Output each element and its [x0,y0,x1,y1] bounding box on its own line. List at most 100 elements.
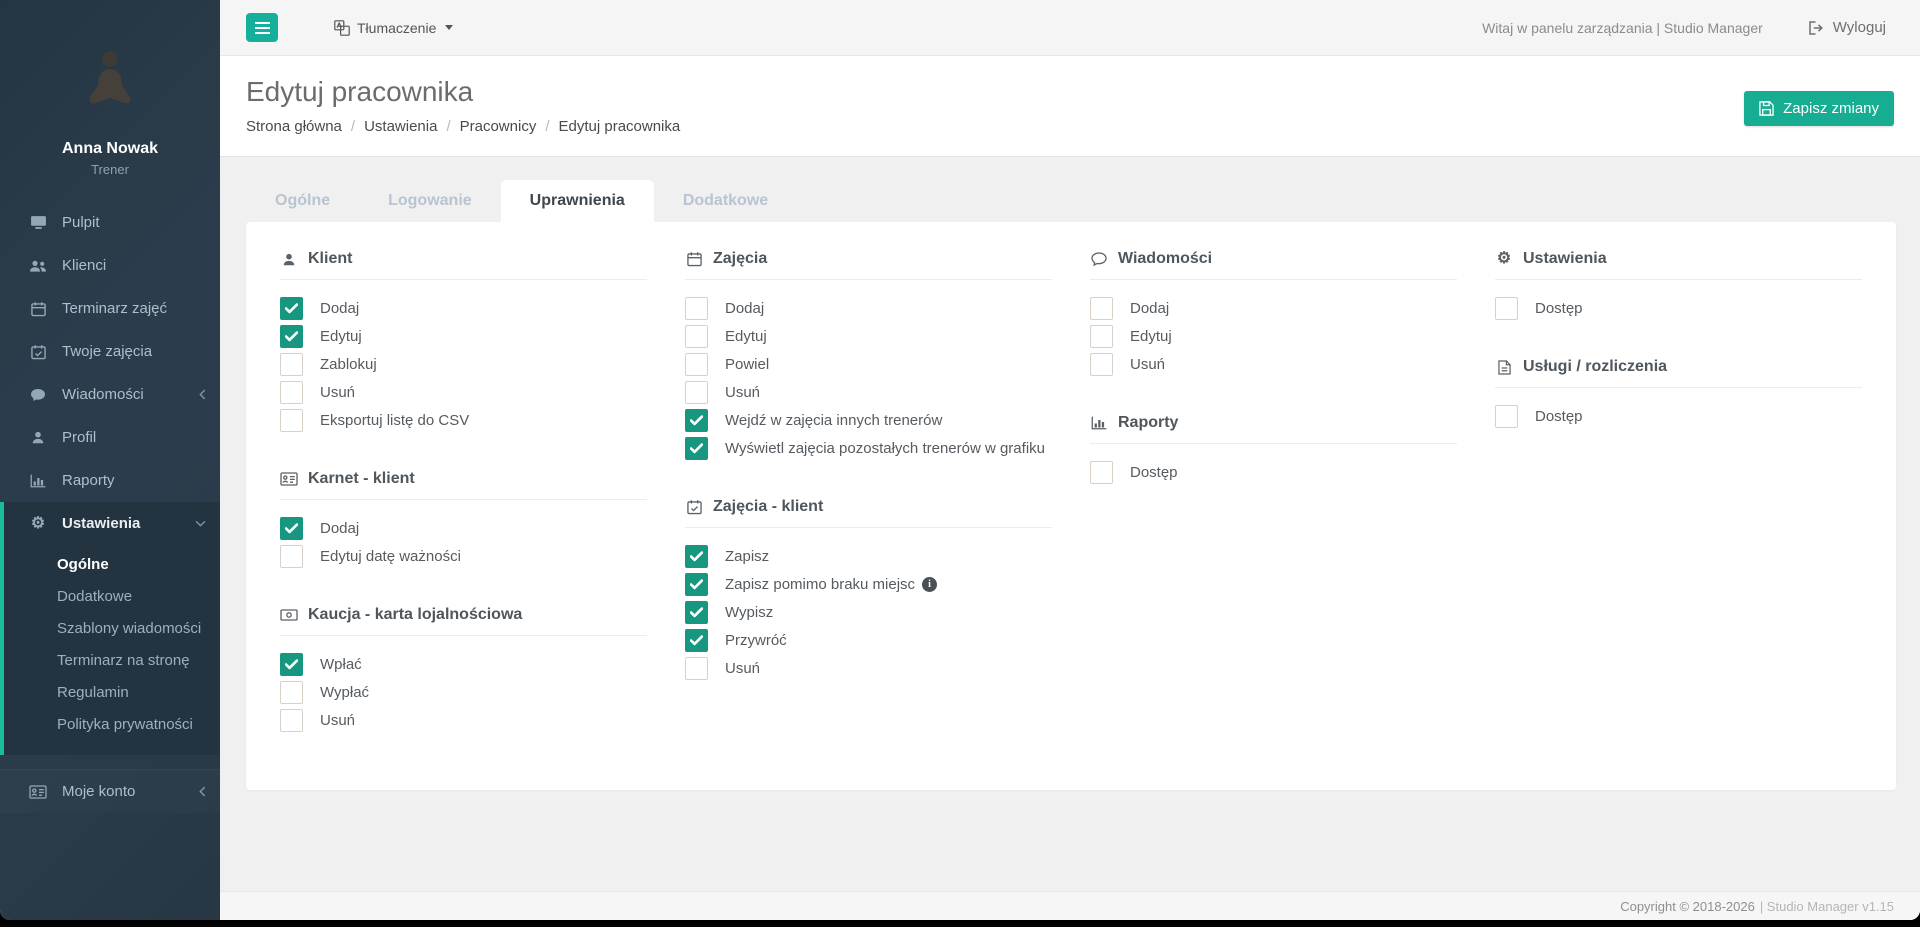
permission-row[interactable]: Edytuj [280,325,647,348]
checkbox[interactable] [1090,461,1113,484]
checkbox[interactable] [1090,325,1113,348]
permission-row[interactable]: Dodaj [280,297,647,320]
permission-row[interactable]: Zapisz pomimo braku miejsc [685,573,1052,596]
version-text: | Studio Manager v1.15 [1759,898,1894,914]
checkbox[interactable] [685,297,708,320]
permission-row[interactable]: Powiel [685,353,1052,376]
sidebar-item-klienci[interactable]: Klienci [0,244,220,287]
permission-row[interactable]: Wyświetl zajęcia pozostałych trenerów w … [685,437,1052,460]
sidebar-item-profil[interactable]: Profil [0,416,220,459]
submenu-item-terminarz-na-strone[interactable]: Terminarz na stronę [57,652,190,669]
permission-row[interactable]: Dodaj [685,297,1052,320]
permission-row[interactable]: Wypłać [280,681,647,704]
checkbox[interactable] [1090,297,1113,320]
permission-row[interactable]: Usuń [685,657,1052,680]
permission-row[interactable]: Usuń [685,381,1052,404]
permission-row[interactable]: Usuń [280,709,647,732]
desktop-icon [28,215,48,230]
checkbox[interactable] [685,545,708,568]
permission-row[interactable]: Usuń [1090,353,1457,376]
tab-uprawnienia[interactable]: Uprawnienia [500,180,654,222]
user-name: Anna Nowak [61,140,158,157]
logout-button[interactable]: Wyloguj [1809,19,1886,36]
checkbox[interactable] [685,629,708,652]
breadcrumb-item[interactable]: Strona główna [246,118,342,135]
sidebar-item-twoje-zajecia[interactable]: Twoje zajęcia [0,330,220,373]
section-title: Karnet - klient [308,470,415,487]
permission-row[interactable]: Zablokuj [280,353,647,376]
tab-logowanie[interactable]: Logowanie [388,192,472,209]
checkbox[interactable] [685,573,708,596]
checkbox[interactable] [1495,297,1518,320]
submenu-item-regulamin[interactable]: Regulamin [57,684,129,701]
sidebar-item-terminarz-zajec[interactable]: Terminarz zajęć [0,287,220,330]
checkbox[interactable] [685,353,708,376]
submenu-item-polityka-prywatnosci[interactable]: Polityka prywatności [57,716,193,733]
section-title: Zajęcia - klient [713,498,824,515]
section-header: Wiadomości [1090,250,1457,280]
checkbox[interactable] [685,409,708,432]
checkbox[interactable] [1495,405,1518,428]
permission-row[interactable]: Dodaj [280,517,647,540]
permission-row[interactable]: Wejdź w zajęcia innych trenerów [685,409,1052,432]
permission-row[interactable]: Eksportuj listę do CSV [280,409,647,432]
checkbox[interactable] [685,381,708,404]
permission-label: Zablokuj [320,355,377,373]
breadcrumb-item[interactable]: Pracownicy [459,118,537,135]
permission-row[interactable]: Zapisz [685,545,1052,568]
checkbox[interactable] [280,653,303,676]
breadcrumb-separator: / [545,118,550,135]
checkbox[interactable] [280,353,303,376]
checkbox[interactable] [280,681,303,704]
submenu-item-ogolne[interactable]: Ogólne [57,556,109,573]
permission-row[interactable]: Edytuj datę ważności [280,545,647,568]
section-zajecia-klient: Zajęcia - klient Zapisz Zapisz pomimo br… [685,498,1052,680]
checkbox[interactable] [280,381,303,404]
sidebar: Anna Nowak Trener Pulpit Klienci Termina… [0,0,220,920]
save-changes-button[interactable]: Zapisz zmiany [1744,91,1894,126]
permission-row[interactable]: Edytuj [1090,325,1457,348]
permission-row[interactable]: Dostęp [1495,405,1862,428]
checkbox[interactable] [280,517,303,540]
checkbox[interactable] [280,325,303,348]
checkbox[interactable] [280,409,303,432]
permission-row[interactable]: Wypisz [685,601,1052,624]
info-icon[interactable] [922,577,938,593]
tab-dodatkowe[interactable]: Dodatkowe [682,192,769,209]
chevron-left-icon [199,786,206,797]
sign-out-icon [1809,20,1823,35]
checkbox[interactable] [280,297,303,320]
sidebar-item-raporty[interactable]: Raporty [0,459,220,502]
section-karnet-klient: Karnet - klient Dodaj Edytuj datę ważnoś… [280,470,647,568]
permission-row[interactable]: Usuń [280,381,647,404]
permission-row[interactable]: Dodaj [1090,297,1457,320]
checkbox[interactable] [685,437,708,460]
permission-label: Usuń [1130,355,1166,373]
section-title: Klient [308,250,353,267]
sidebar-item-label: Twoje zajęcia [62,343,153,360]
section-title: Raporty [1118,414,1179,431]
permission-row[interactable]: Dostęp [1495,297,1862,320]
checkbox[interactable] [685,601,708,624]
submenu-item-szablony-wiadomosci[interactable]: Szablony wiadomości [57,620,202,637]
sidebar-item-ustawienia[interactable]: ⚙ Ustawienia [4,502,220,545]
sidebar-item-pulpit[interactable]: Pulpit [0,201,220,244]
checkbox[interactable] [685,657,708,680]
tab-ogolne[interactable]: Ogólne [275,192,331,209]
permission-row[interactable]: Przywróć [685,629,1052,652]
breadcrumb-item[interactable]: Ustawienia [364,118,438,135]
translation-dropdown[interactable]: Tłumaczenie [334,20,454,36]
checkbox[interactable] [1090,353,1113,376]
checkbox[interactable] [280,545,303,568]
check-icon [285,303,298,314]
hamburger-menu-button[interactable] [246,13,278,42]
sidebar-item-moje-konto[interactable]: Moje konto [0,770,220,813]
permission-row[interactable]: Edytuj [685,325,1052,348]
permission-row[interactable]: Dostęp [1090,461,1457,484]
checkbox[interactable] [685,325,708,348]
permission-row[interactable]: Wpłać [280,653,647,676]
sidebar-item-wiadomosci[interactable]: Wiadomości [0,373,220,416]
submenu-item-dodatkowe[interactable]: Dodatkowe [57,588,133,605]
section-zajecia: Zajęcia Dodaj Edytuj Powiel Usuń Wejdź w… [685,250,1052,460]
checkbox[interactable] [280,709,303,732]
